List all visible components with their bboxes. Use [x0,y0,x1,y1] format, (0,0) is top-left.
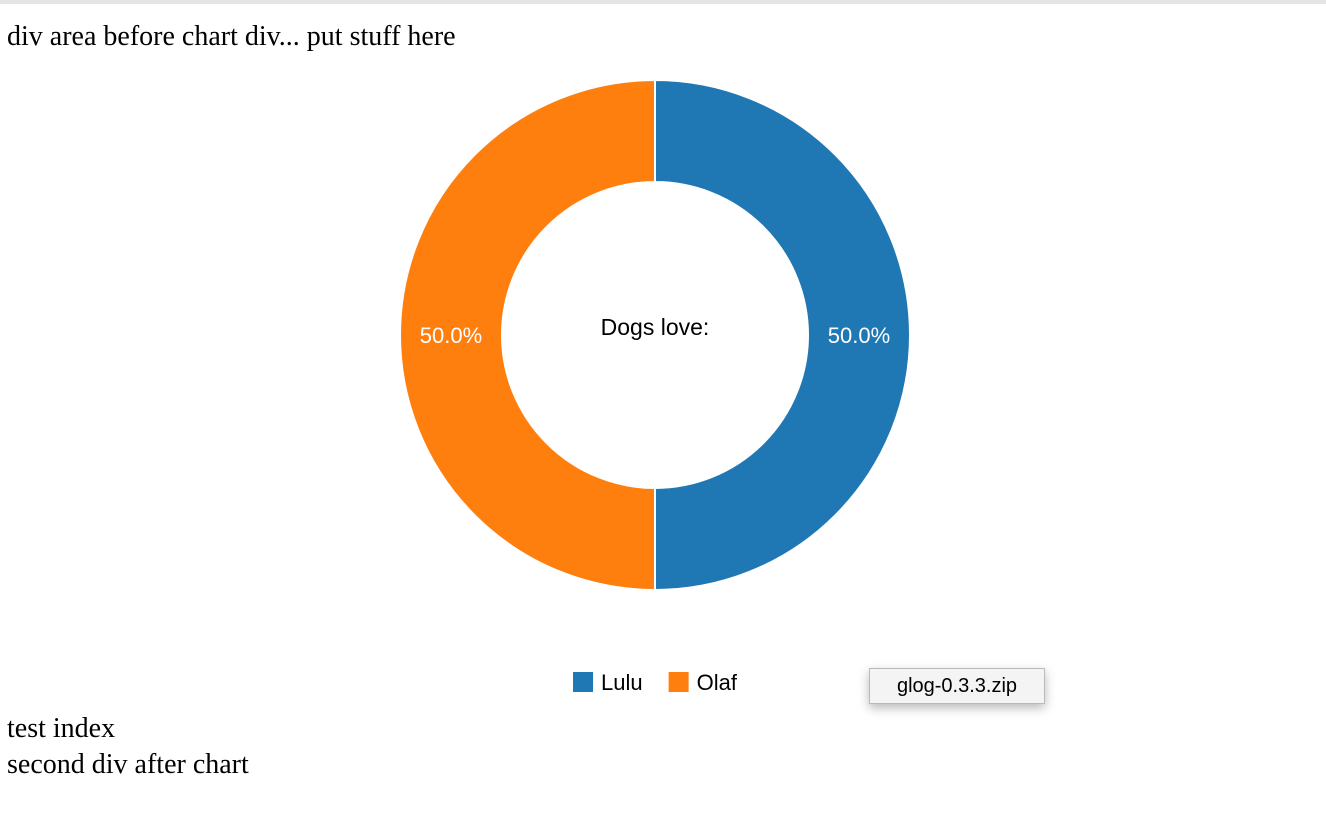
before-chart-text: div area before chart div... put stuff h… [7,21,456,52]
legend-label-olaf[interactable]: Olaf [697,670,738,695]
window-top-border [0,0,1326,4]
legend-swatch-olaf[interactable] [668,672,689,692]
chart-slices [399,78,911,592]
after-chart-text-1: test index [7,713,116,744]
slice-lulu[interactable] [654,78,911,592]
chart-percent-labels: 50.0% 50.0% [420,323,890,348]
after-chart-text-2: second div after chart [7,749,249,780]
legend-swatch-lulu[interactable] [573,672,594,692]
slice-olaf[interactable] [399,78,656,592]
percent-label-lulu: 50.0% [828,323,890,348]
legend-label-lulu[interactable]: Lulu [601,670,643,695]
percent-label-olaf: 50.0% [420,323,482,348]
chart-center-title: Dogs love: [601,314,710,340]
file-tooltip: glog-0.3.3.zip [869,668,1045,704]
chart-legend: Lulu Olaf [573,670,738,695]
